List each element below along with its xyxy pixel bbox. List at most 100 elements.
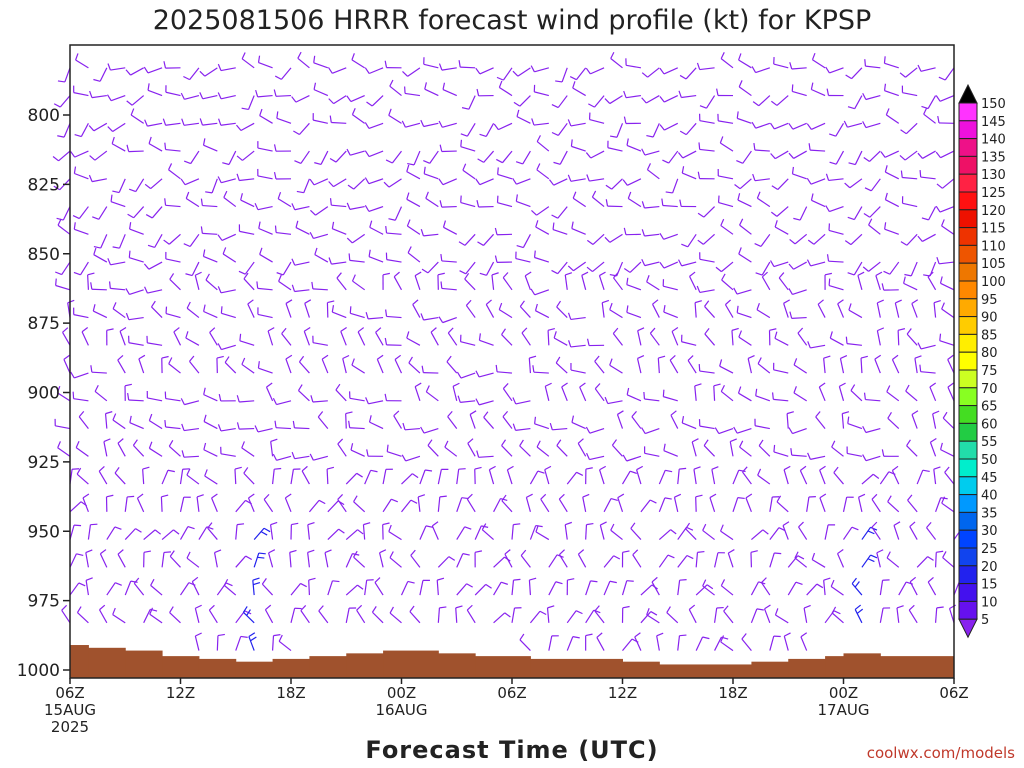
wind-barb (346, 233, 366, 244)
wind-barb (180, 398, 200, 406)
wind-barb (329, 198, 347, 208)
wind-barb (941, 496, 955, 513)
wind-barb (774, 331, 789, 346)
wind-barb (558, 549, 568, 568)
wind-barb (720, 579, 734, 596)
wind-barb (351, 358, 365, 374)
wind-barb (298, 355, 310, 374)
wind-barb (437, 556, 456, 568)
y-tick-label: 1000 (17, 661, 60, 681)
wind-barb (493, 612, 511, 624)
terrain-segment (235, 661, 274, 678)
wind-barb (935, 205, 955, 213)
wind-barb (278, 274, 292, 291)
wind-barb (879, 607, 891, 623)
wind-barb (936, 178, 955, 189)
wind-barb (881, 283, 899, 291)
wind-barb (884, 222, 899, 235)
wind-barb (292, 420, 310, 430)
colorbar-bin (958, 440, 978, 460)
wind-barb (534, 303, 550, 319)
wind-barb (842, 496, 854, 512)
wind-barb (73, 85, 89, 97)
wind-barb (209, 327, 218, 346)
wind-barb (368, 415, 384, 430)
wind-barb (601, 299, 610, 318)
wind-barb (609, 123, 624, 138)
wind-barb (290, 582, 307, 596)
wind-barb (658, 497, 672, 513)
wind-barb (720, 524, 734, 541)
wind-barb (797, 327, 808, 346)
wind-barb (477, 233, 495, 246)
wind-barb (165, 306, 181, 319)
wind-barb (474, 583, 492, 596)
wind-barb (317, 411, 329, 429)
wind-barb (806, 259, 826, 267)
wind-barb (183, 150, 200, 165)
wind-barb (308, 577, 316, 596)
wind-barb (529, 524, 543, 540)
terrain-segment (438, 653, 476, 678)
wind-barb (423, 57, 439, 69)
wind-barb (677, 554, 694, 568)
colorbar-tick-label: 15 (981, 578, 998, 593)
wind-barb (567, 261, 587, 272)
wind-barb (579, 382, 587, 402)
wind-barb (82, 493, 90, 513)
wind-barb (348, 253, 365, 263)
wind-barb (73, 261, 89, 276)
wind-barb (331, 221, 347, 235)
wind-barb (216, 633, 225, 651)
wind-barb (876, 549, 884, 568)
wind-barb (591, 190, 605, 208)
wind-barb (401, 454, 421, 462)
wind-barb (607, 140, 623, 152)
wind-barb (194, 632, 202, 651)
wind-barb (533, 250, 550, 263)
wind-barb (604, 233, 623, 243)
colorbar-tick-label: 85 (981, 328, 998, 343)
wind-barb (216, 355, 224, 374)
plot-frame (69, 44, 955, 679)
wind-barb (551, 95, 568, 109)
wind-barb (447, 327, 458, 346)
wind-barb (475, 178, 494, 186)
wind-barb (183, 67, 200, 81)
wind-barb (265, 382, 274, 402)
wind-barb (291, 95, 310, 103)
wind-barb (75, 53, 89, 69)
wind-barb (687, 355, 697, 374)
wind-barb (502, 272, 513, 291)
wind-barb (235, 555, 253, 568)
wind-barb (479, 261, 495, 276)
wind-barb (689, 271, 697, 291)
wind-barb (515, 194, 531, 208)
wind-barb (460, 195, 476, 208)
wind-barb (790, 448, 807, 457)
wind-barb (76, 606, 89, 624)
wind-barb (382, 272, 390, 290)
wind-barb (754, 233, 771, 247)
wind-barb (695, 584, 714, 596)
wind-barb (314, 247, 329, 263)
wind-barb (446, 355, 458, 374)
wind-barb (485, 299, 495, 318)
wind-barb (285, 299, 293, 318)
wind-barb (389, 551, 402, 568)
wind-barb (806, 496, 816, 512)
wind-barb (529, 610, 547, 624)
wind-barb (644, 446, 660, 457)
wind-barb (272, 453, 292, 461)
terrain-segment (825, 656, 844, 678)
wind-barb (761, 271, 771, 291)
wind-barb (678, 259, 697, 267)
wind-barb (328, 178, 347, 188)
wind-barb (838, 382, 846, 401)
y-tick-label: 850 (28, 245, 60, 265)
wind-barb (788, 288, 807, 296)
colorbar-tick-label: 145 (981, 115, 1006, 130)
wind-barb (465, 299, 476, 318)
wind-barb (666, 606, 679, 624)
wind-barb (599, 521, 607, 540)
